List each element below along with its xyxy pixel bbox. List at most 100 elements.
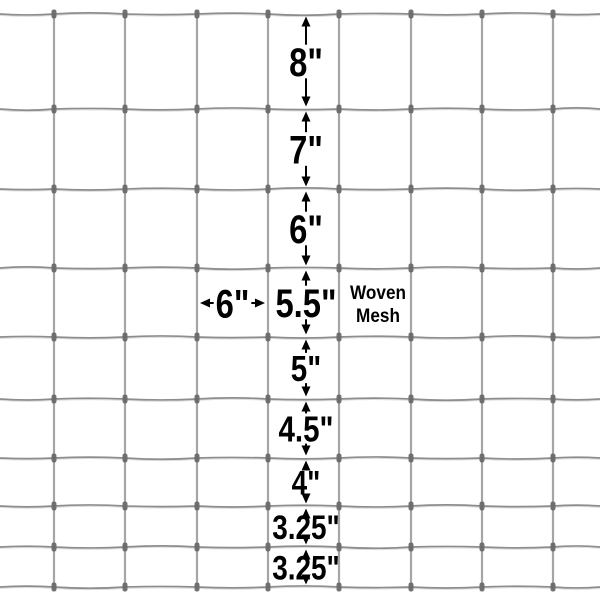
- wire-knot: [122, 501, 128, 511]
- wire-knot: [408, 104, 414, 114]
- wire-knot: [550, 332, 556, 342]
- wire-knot: [194, 184, 200, 194]
- wire-knot: [194, 453, 200, 463]
- arrowhead-up-icon: [301, 16, 311, 27]
- wire-knot: [550, 184, 556, 194]
- dimension-arrows: [200, 16, 311, 585]
- horizontal-wire: [0, 545, 600, 550]
- wire-knot: [51, 9, 57, 19]
- vertical-dimension-label-1: 7": [289, 127, 323, 172]
- horizontal-wire: [0, 335, 600, 339]
- wire-knot: [336, 9, 342, 19]
- arrowhead-down-icon: [301, 574, 311, 585]
- wire-knot: [122, 184, 128, 194]
- arrowhead-down-icon: [301, 176, 311, 187]
- arrowhead-down-icon: [301, 493, 311, 504]
- arrowhead-down-icon: [301, 96, 311, 107]
- wire-knot: [550, 582, 556, 592]
- arrowhead-down-icon: [301, 534, 311, 545]
- wire-knot: [51, 263, 57, 273]
- vertical-dimension-label-0: 8": [289, 40, 323, 85]
- wire-knot: [122, 104, 128, 114]
- wire-knot: [336, 542, 342, 552]
- horizontal-wire-highlight: [0, 13, 600, 18]
- wire-knot: [194, 104, 200, 114]
- wire-knot: [550, 453, 556, 463]
- wire-knot: [336, 104, 342, 114]
- arrowhead-up-icon: [301, 191, 311, 202]
- horizontal-wire-highlight: [0, 505, 600, 509]
- mesh-type-label: Woven Mesh: [346, 282, 410, 328]
- wire-knot: [408, 184, 414, 194]
- arrowhead-down-icon: [301, 255, 311, 266]
- wire-knot: [479, 582, 485, 592]
- wire-knot: [122, 263, 128, 273]
- horizontal-wire-highlights: [0, 13, 600, 591]
- wire-knot: [122, 453, 128, 463]
- wire-knot: [122, 394, 128, 404]
- wire-knot: [51, 332, 57, 342]
- wire-knot: [51, 104, 57, 114]
- arrowhead-right-icon: [255, 298, 265, 308]
- wire-knot: [265, 453, 271, 463]
- wire-knot: [479, 453, 485, 463]
- wire-knot: [194, 394, 200, 404]
- horizontal-wire-highlight: [0, 267, 600, 272]
- horizontal-wire-highlight: [0, 586, 600, 591]
- wire-knots: [51, 9, 556, 592]
- wire-knot: [194, 501, 200, 511]
- wire-knot: [408, 453, 414, 463]
- wire-knot: [265, 184, 271, 194]
- wire-knot: [336, 184, 342, 194]
- vertical-dimension-label-8: 3.25": [272, 549, 339, 587]
- wire-knot: [194, 332, 200, 342]
- arrowhead-up-icon: [301, 549, 311, 560]
- wire-knot: [550, 394, 556, 404]
- wire-knot: [336, 453, 342, 463]
- mesh-type-label-line2: Mesh: [356, 305, 400, 327]
- horizontal-wires: [0, 12, 600, 590]
- wire-knot: [336, 501, 342, 511]
- wire-knot: [550, 542, 556, 552]
- horizontal-wire: [0, 397, 600, 402]
- wire-knot: [122, 582, 128, 592]
- wire-knot: [479, 542, 485, 552]
- wire-knot: [408, 9, 414, 19]
- horizontal-dimension-label: 6": [216, 281, 250, 326]
- arrowhead-up-icon: [301, 339, 311, 350]
- wire-knot: [336, 263, 342, 273]
- vertical-dimension-label-7: 3.25": [272, 508, 339, 546]
- wire-knot: [479, 9, 485, 19]
- horizontal-wire-highlight: [0, 546, 600, 551]
- wire-knot: [194, 542, 200, 552]
- wire-knot: [265, 263, 271, 273]
- wire-knot: [265, 542, 271, 552]
- wire-knot: [122, 542, 128, 552]
- horizontal-wire-highlight: [0, 108, 600, 113]
- horizontal-wire: [0, 187, 600, 192]
- wire-knot: [479, 394, 485, 404]
- horizontal-wire-highlight: [0, 336, 600, 340]
- wire-knot: [479, 184, 485, 194]
- horizontal-wire: [0, 456, 600, 461]
- wire-knot: [265, 394, 271, 404]
- wire-knot: [550, 104, 556, 114]
- wire-knot: [265, 332, 271, 342]
- wire-knot: [479, 263, 485, 273]
- horizontal-wire: [0, 504, 600, 508]
- wire-knot: [51, 184, 57, 194]
- arrowhead-up-icon: [301, 460, 311, 471]
- wire-knot: [479, 104, 485, 114]
- horizontal-wire: [0, 107, 600, 112]
- horizontal-wire-highlight: [0, 398, 600, 403]
- wire-knot: [479, 501, 485, 511]
- wire-knot: [51, 394, 57, 404]
- wire-knot: [51, 582, 57, 592]
- vertical-dimension-label-4: 5": [291, 348, 321, 388]
- arrowhead-up-icon: [301, 508, 311, 519]
- wire-knot: [265, 104, 271, 114]
- horizontal-wire: [0, 12, 600, 17]
- wire-knot: [550, 501, 556, 511]
- wire-knot: [194, 582, 200, 592]
- wire-knot: [408, 263, 414, 273]
